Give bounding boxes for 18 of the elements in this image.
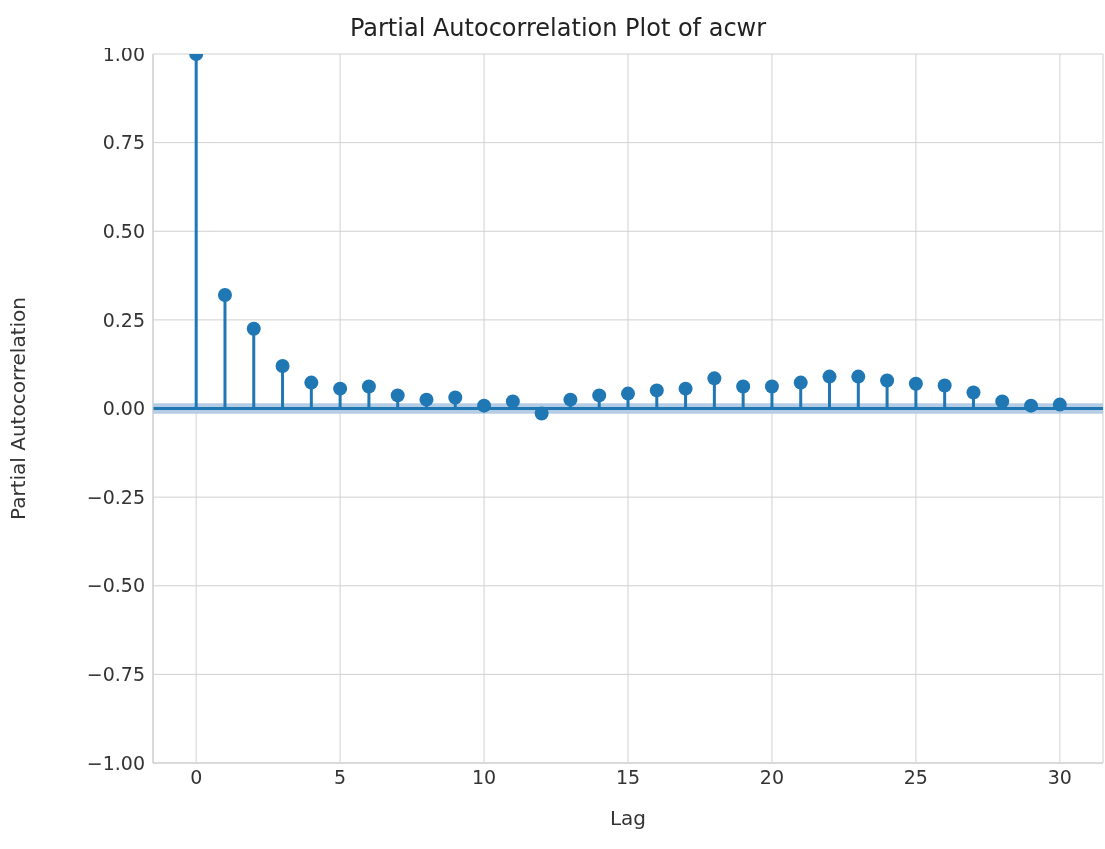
y-tick-label: 0.50 — [102, 219, 145, 242]
y-tick-label: 0.00 — [102, 397, 145, 420]
y-tick-label: −0.25 — [86, 485, 145, 508]
y-axis-title: Partial Autocorrelation — [6, 297, 31, 520]
y-tick-label: −0.50 — [86, 574, 145, 597]
chart-title: Partial Autocorrelation Plot of acwr — [349, 14, 767, 42]
x-axis-title: Lag — [609, 806, 647, 830]
x-tick-label: 30 — [1047, 766, 1072, 789]
y-tick-label: 0.25 — [102, 308, 145, 331]
x-tick-label: 20 — [759, 766, 785, 789]
x-tick-label: 10 — [471, 766, 497, 789]
y-tick-label: −0.75 — [86, 663, 145, 686]
y-tick-label: −1.00 — [86, 751, 145, 774]
x-tick-label: 25 — [903, 766, 928, 789]
x-tick-label: 5 — [334, 766, 347, 789]
x-tick-label: 0 — [190, 766, 203, 789]
y-tick-label: 0.75 — [102, 131, 145, 154]
x-tick-label: 15 — [615, 766, 641, 789]
